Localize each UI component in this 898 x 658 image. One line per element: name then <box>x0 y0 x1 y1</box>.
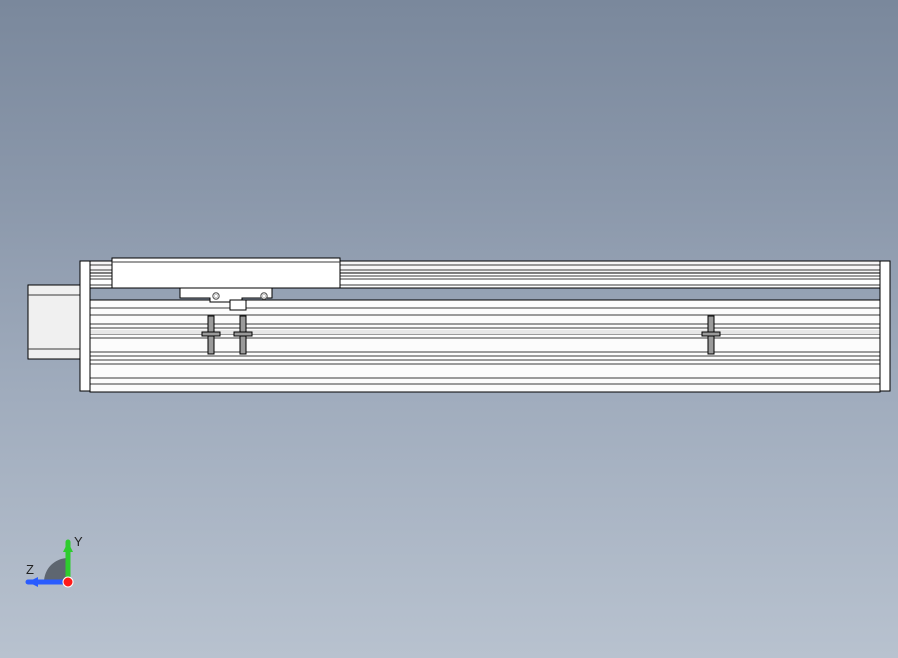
orientation-triad[interactable]: YZ <box>28 530 98 600</box>
axis-label-z: Z <box>26 562 34 577</box>
viewport-3d[interactable]: YZ <box>0 0 898 658</box>
cad-model-side-view <box>0 0 898 658</box>
axis-label-y: Y <box>74 534 83 549</box>
